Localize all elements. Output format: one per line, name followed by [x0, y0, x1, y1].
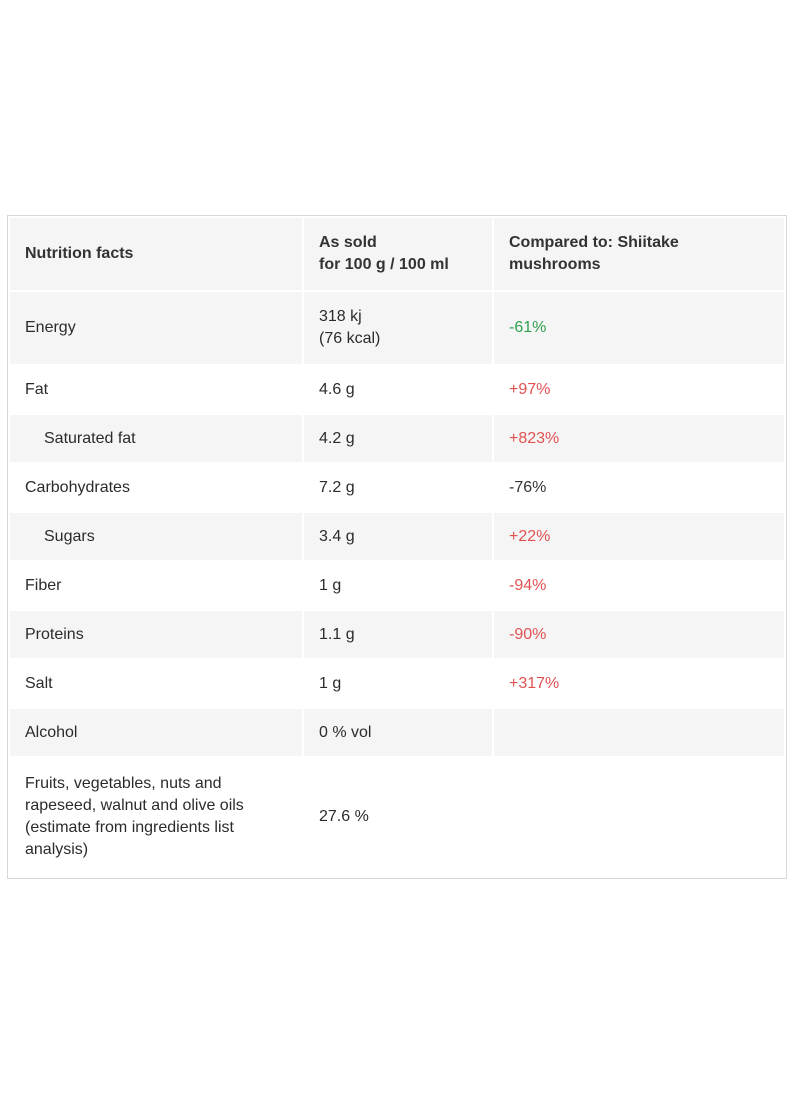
table-row-salt: Salt 1 g +317%	[10, 660, 784, 707]
nutrition-table: Nutrition facts As sold for 100 g / 100 …	[8, 216, 786, 878]
row-compare: -76%	[494, 464, 784, 511]
row-compare: -61%	[494, 292, 784, 364]
row-compare: +823%	[494, 415, 784, 462]
row-compare: +97%	[494, 366, 784, 413]
row-value: 0 % vol	[304, 709, 492, 756]
nutrition-table-container: Nutrition facts As sold for 100 g / 100 …	[7, 215, 787, 879]
row-value: 1 g	[304, 660, 492, 707]
table-row-sugars: Sugars 3.4 g +22%	[10, 513, 784, 560]
row-compare: -94%	[494, 562, 784, 609]
row-label: Fat	[10, 366, 302, 413]
table-row-fruits-vegetables: Fruits, vegetables, nuts and rapeseed, w…	[10, 758, 784, 876]
header-compared: Compared to: Shiitake mushrooms	[494, 218, 784, 290]
row-value: 318 kj (76 kcal)	[304, 292, 492, 364]
header-nutrition-facts: Nutrition facts	[10, 218, 302, 290]
row-value: 3.4 g	[304, 513, 492, 560]
header-as-sold: As sold for 100 g / 100 ml	[304, 218, 492, 290]
header-as-sold-line1: As sold	[319, 234, 377, 251]
table-row-carbohydrates: Carbohydrates 7.2 g -76%	[10, 464, 784, 511]
row-label: Sugars	[10, 513, 302, 560]
row-value-line1: 318 kj	[319, 308, 362, 325]
row-value: 27.6 %	[304, 758, 492, 876]
table-row-alcohol: Alcohol 0 % vol	[10, 709, 784, 756]
row-value: 4.2 g	[304, 415, 492, 462]
row-label: Salt	[10, 660, 302, 707]
table-header-row: Nutrition facts As sold for 100 g / 100 …	[10, 218, 784, 290]
row-value-line2: (76 kcal)	[319, 330, 381, 347]
table-row-energy: Energy 318 kj (76 kcal) -61%	[10, 292, 784, 364]
row-compare: +22%	[494, 513, 784, 560]
table-row-saturated-fat: Saturated fat 4.2 g +823%	[10, 415, 784, 462]
table-row-fat: Fat 4.6 g +97%	[10, 366, 784, 413]
row-compare: +317%	[494, 660, 784, 707]
row-label: Fiber	[10, 562, 302, 609]
row-label: Saturated fat	[10, 415, 302, 462]
row-compare	[494, 709, 784, 756]
row-compare	[494, 758, 784, 876]
row-label: Carbohydrates	[10, 464, 302, 511]
row-label: Proteins	[10, 611, 302, 658]
row-label: Alcohol	[10, 709, 302, 756]
table-row-fiber: Fiber 1 g -94%	[10, 562, 784, 609]
row-label: Energy	[10, 292, 302, 364]
row-value: 7.2 g	[304, 464, 492, 511]
row-value: 1.1 g	[304, 611, 492, 658]
header-as-sold-line2: for 100 g / 100 ml	[319, 256, 449, 273]
row-compare: -90%	[494, 611, 784, 658]
row-label: Fruits, vegetables, nuts and rapeseed, w…	[10, 758, 302, 876]
row-value: 1 g	[304, 562, 492, 609]
table-row-proteins: Proteins 1.1 g -90%	[10, 611, 784, 658]
row-value: 4.6 g	[304, 366, 492, 413]
